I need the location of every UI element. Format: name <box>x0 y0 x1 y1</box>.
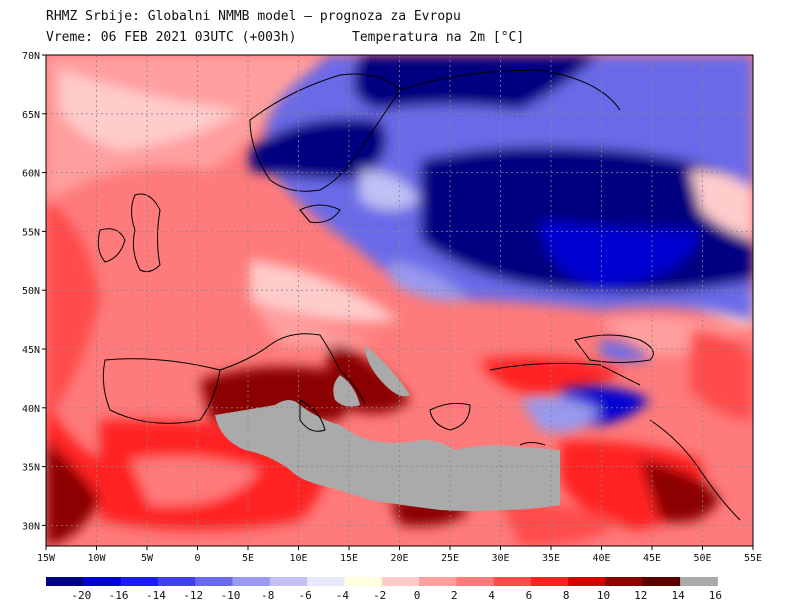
colorbar-swatch <box>46 577 84 586</box>
lat-label: 50N <box>22 286 40 297</box>
colorbar-swatch <box>642 577 681 586</box>
colorbar-swatch <box>568 577 606 586</box>
colorbar-label: -10 <box>221 589 241 600</box>
lon-label: 15W <box>37 553 56 564</box>
colorbar-label: -8 <box>261 589 274 600</box>
cold-field <box>250 55 753 433</box>
coastlines <box>97 69 741 521</box>
colorbar-label: 12 <box>634 589 647 600</box>
colorbar-swatch <box>344 577 383 586</box>
colorbar-label: 14 <box>671 589 685 600</box>
lat-label: 65N <box>22 110 40 121</box>
colorbar-swatch <box>307 577 345 586</box>
colorbar-swatch <box>419 577 457 586</box>
colorbar-swatch <box>83 577 122 586</box>
colorbar-label: 10 <box>597 589 610 600</box>
colorbar-label: 2 <box>451 589 458 600</box>
forecast-time: Vreme: 06 FEB 2021 03UTC (+003h) <box>46 30 297 45</box>
colorbar-swatch <box>456 577 495 586</box>
colorbar-swatch <box>680 577 718 586</box>
colorbar-swatch <box>605 577 644 586</box>
colorbar-label: -12 <box>183 589 203 600</box>
colorbar-label: -14 <box>146 589 166 600</box>
lon-label: 40E <box>592 553 610 564</box>
lon-label: 30E <box>491 553 509 564</box>
lat-label: 45N <box>22 345 40 356</box>
lat-label: 55N <box>22 227 40 238</box>
colorbar-label: 8 <box>563 589 570 600</box>
sea-mask <box>215 345 560 511</box>
colorbar-swatch <box>195 577 233 586</box>
colorbar-label: -4 <box>336 589 350 600</box>
colorbar-label: -20 <box>71 589 91 600</box>
lon-label: 50E <box>693 553 711 564</box>
lat-label: 30N <box>22 521 40 532</box>
lat-label: 70N <box>22 51 40 62</box>
gridlines <box>46 55 753 546</box>
latitude-labels: 70N 65N 60N 55N 50N 45N 40N 35N 30N <box>22 51 46 532</box>
colorbar-label: -6 <box>298 589 311 600</box>
colorbar-label: 0 <box>414 589 421 600</box>
lon-label: 10W <box>87 553 106 564</box>
colorbar-label: -16 <box>109 589 129 600</box>
lon-label: 35E <box>542 553 560 564</box>
colorbar-swatch <box>530 577 569 586</box>
longitude-labels: 15W 10W 5W 0 5E 10E 15E 20E 25E 30E 35E 40E 45E 50E 55… <box>37 546 762 564</box>
colorbar-label: 6 <box>526 589 533 600</box>
colorbar-swatch <box>269 577 308 586</box>
colorbar-swatch <box>381 577 420 586</box>
lon-label: 20E <box>390 553 408 564</box>
lat-label: 35N <box>22 463 40 474</box>
colorbar-swatch <box>157 577 196 586</box>
lon-label: 10E <box>289 553 307 564</box>
colorbar: -20 -16 -14 -12 -10 -8 -6 -4 -2 0 2 4 6 8 10 12 14 16 <box>46 577 722 600</box>
map-title: RHMZ Srbije: Globalni NMMB model – progn… <box>46 9 461 24</box>
lon-label: 5E <box>242 553 254 564</box>
colorbar-swatch <box>120 577 159 586</box>
lon-label: 45E <box>643 553 661 564</box>
lon-label: 55E <box>744 553 762 564</box>
lon-label: 15E <box>340 553 358 564</box>
colorbar-swatch <box>493 577 532 586</box>
lon-label: 5W <box>141 553 154 564</box>
lat-label: 60N <box>22 169 40 180</box>
field-name: Temperatura na 2m [°C] <box>352 30 525 45</box>
colorbar-label: 16 <box>709 589 722 600</box>
lat-label: 40N <box>22 404 40 415</box>
lon-label: 25E <box>441 553 459 564</box>
lon-label: 0 <box>194 553 200 564</box>
map-plot-area <box>46 55 753 546</box>
colorbar-label: 4 <box>488 589 495 600</box>
colorbar-label: -2 <box>373 589 386 600</box>
colorbar-swatch <box>232 577 271 586</box>
